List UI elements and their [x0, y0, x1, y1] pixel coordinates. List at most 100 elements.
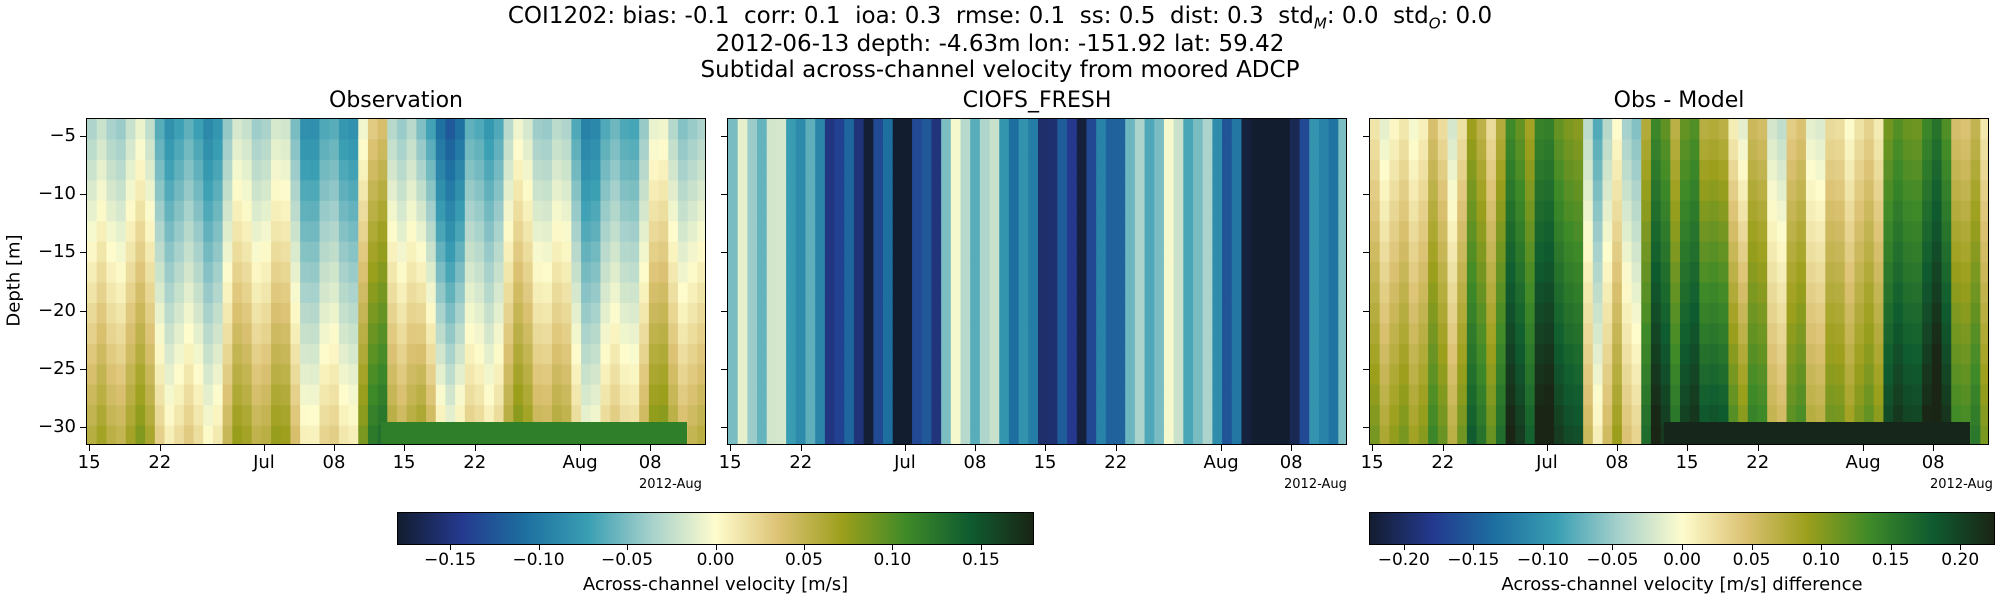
heatmap-cell [377, 323, 388, 345]
heatmap-cell [1183, 343, 1194, 365]
heatmap-cell [805, 405, 816, 427]
heatmap-cell [1680, 180, 1691, 202]
heatmap-cell [1289, 200, 1301, 222]
heatmap-cell [960, 262, 971, 284]
heatmap-cell [426, 221, 437, 243]
heatmap-cell [1057, 119, 1068, 141]
heatmap-cell [203, 425, 214, 444]
heatmap-cell [387, 139, 398, 161]
heatmap-cell [1154, 221, 1165, 243]
heatmap-cell [193, 405, 204, 427]
heatmap-cell [1573, 425, 1584, 444]
heatmap-cell [1231, 119, 1243, 141]
heatmap-cell [87, 119, 98, 141]
heatmap-cell [931, 405, 942, 427]
heatmap-cell [1018, 302, 1029, 324]
heatmap-cell [1105, 302, 1117, 324]
heatmap-cell [1670, 343, 1681, 365]
heatmap-cell [154, 323, 166, 345]
heatmap-cell [1038, 159, 1049, 181]
heatmap-cell [1825, 200, 1836, 222]
heatmap-cell [319, 241, 330, 263]
heatmap-cell [1951, 302, 1962, 324]
heatmap-cell [1115, 139, 1126, 161]
heatmap-cell [1457, 405, 1468, 427]
heatmap-cell [154, 119, 166, 141]
heatmap-cell [912, 159, 923, 181]
heatmap-cell [1399, 302, 1410, 324]
heatmap-cell [1573, 221, 1584, 243]
heatmap-cell [222, 282, 233, 304]
heatmap-cell [892, 282, 903, 304]
heatmap-cell [1144, 343, 1155, 365]
heatmap-cell [1428, 425, 1439, 444]
heatmap-cell [1328, 282, 1339, 304]
heatmap-cell [610, 180, 621, 202]
heatmap-cell [1573, 364, 1584, 386]
heatmap-cell [1776, 159, 1788, 181]
heatmap-cell [1718, 364, 1730, 386]
heatmap-cell [561, 343, 572, 365]
heatmap-cell [1728, 302, 1739, 324]
heatmap-cell [1883, 282, 1894, 304]
heatmap-cell [1028, 241, 1039, 263]
heatmap-cell [164, 425, 175, 444]
heatmap-cell [1183, 200, 1194, 222]
heatmap-cell [1893, 343, 1904, 365]
heatmap-cell [455, 119, 466, 141]
heatmap-cell [1144, 180, 1155, 202]
heatmap-cell [697, 119, 705, 141]
heatmap-cell [387, 384, 398, 406]
heatmap-cell [979, 221, 991, 243]
heatmap-cell [1854, 405, 1865, 427]
heatmap-cell [873, 343, 884, 365]
heatmap-cell [116, 241, 127, 263]
heatmap-cell [747, 282, 758, 304]
heatmap-cell [1728, 139, 1739, 161]
heatmap-cell [853, 282, 865, 304]
heatmap-cell [309, 364, 321, 386]
heatmap-cell [464, 405, 476, 427]
heatmap-cell [853, 139, 865, 161]
heatmap-cell [1495, 425, 1507, 444]
heatmap-cell [484, 282, 495, 304]
heatmap-cell [677, 343, 689, 365]
heatmap-cell [1864, 405, 1875, 427]
heatmap-cell [1970, 425, 1981, 444]
heatmap-cell [581, 180, 592, 202]
heatmap-cell [1844, 384, 1855, 406]
heatmap-cell [464, 343, 476, 365]
heatmap-cell [493, 200, 505, 222]
heatmap-cell [309, 159, 321, 181]
heatmap-cell [1038, 302, 1049, 324]
heatmap-cell [1650, 241, 1662, 263]
heatmap-cell [1525, 241, 1536, 263]
heatmap-cell [367, 323, 379, 345]
heatmap-cell [1689, 139, 1700, 161]
heatmap-cell [1280, 405, 1291, 427]
heatmap-cell [367, 302, 379, 324]
heatmap-cell [1105, 221, 1117, 243]
heatmap-cell [1202, 221, 1213, 243]
heatmap-cell [824, 282, 836, 304]
heatmap-cell [629, 262, 640, 284]
heatmap-cell [1086, 241, 1097, 263]
heatmap-cell [1389, 282, 1400, 304]
heatmap-cell [1805, 200, 1817, 222]
heatmap-cell [1505, 262, 1516, 284]
heatmap-cell [1767, 282, 1778, 304]
heatmap-cell [737, 343, 748, 365]
heatmap-cell [766, 405, 778, 427]
heatmap-cell [1076, 384, 1088, 406]
heatmap-cell [96, 119, 107, 141]
heatmap-cell [1018, 119, 1029, 141]
heatmap-cell [435, 200, 447, 222]
heatmap-cell [1699, 302, 1710, 324]
heatmap-cell [815, 159, 826, 181]
heatmap-cell [728, 302, 739, 324]
heatmap-cell [193, 384, 204, 406]
heatmap-cell [1922, 323, 1933, 345]
heatmap-cell [1008, 384, 1020, 406]
heatmap-cell [1621, 343, 1633, 365]
heatmap-cell [116, 159, 127, 181]
